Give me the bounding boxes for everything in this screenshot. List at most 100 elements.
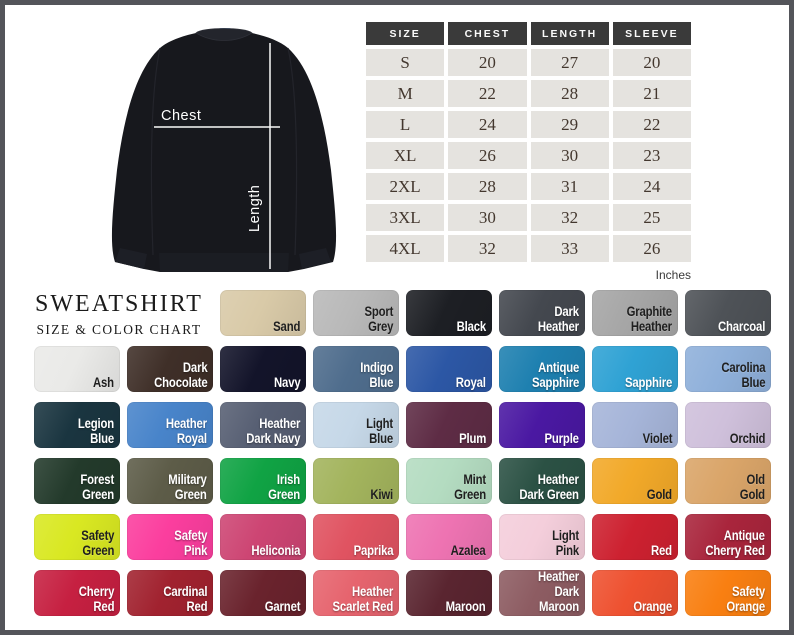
color-swatch-label: Heather Dark Navy xyxy=(246,415,300,446)
color-swatch-label: Graphite Heather xyxy=(626,303,672,334)
size-table-value-cell: 32 xyxy=(530,204,609,231)
color-swatch-ash: Ash xyxy=(34,346,120,392)
size-table-size-cell: XL xyxy=(366,142,445,169)
color-swatch-label: Sand xyxy=(272,318,300,334)
size-table-value-cell: 22 xyxy=(612,111,691,138)
left-cuff xyxy=(115,248,147,269)
color-swatch-label: Sport Grey xyxy=(364,303,393,334)
swatch-row: Sand Sport Grey Black Dark Heather Graphite … xyxy=(220,290,771,336)
color-swatch-safety-pink: Safety Pink xyxy=(127,514,213,560)
color-swatch-heliconia: Heliconia xyxy=(220,514,306,560)
color-swatch-label: Irish Green xyxy=(268,471,300,502)
color-swatch-label: Paprika xyxy=(353,542,393,558)
right-cuff xyxy=(299,248,331,269)
color-swatch-legion-blue: Legion Blue xyxy=(34,402,120,448)
color-swatch-grid: Sand Sport Grey Black Dark Heather Graphite … xyxy=(34,290,771,626)
color-swatch-label: Military Green xyxy=(168,471,208,502)
color-swatch-label: Garnet xyxy=(264,598,300,614)
color-swatch-sapphire: Sapphire xyxy=(592,346,678,392)
color-swatch-label: Purple xyxy=(544,430,579,446)
size-table-header-size: SIZE xyxy=(366,22,445,45)
size-table-value-cell: 22 xyxy=(448,80,527,107)
swatch-row: Cherry Red Cardinal Red Garnet Heather Scar… xyxy=(34,568,771,616)
color-swatch-cardinal-red: Cardinal Red xyxy=(127,570,213,616)
color-swatch-label: Light Pink xyxy=(552,527,579,558)
color-swatch-label: Antique Cherry Red xyxy=(705,527,766,558)
color-swatch-heather-dark-green: Heather Dark Green xyxy=(499,458,585,504)
color-swatch-label: Legion Blue xyxy=(77,415,114,446)
color-swatch-label: Maroon xyxy=(446,598,486,614)
size-table-value-cell: 23 xyxy=(612,142,691,169)
color-swatch-kiwi: Kiwi xyxy=(313,458,399,504)
color-swatch-label: Safety Pink xyxy=(173,527,207,558)
color-swatch-label: Light Blue xyxy=(366,415,393,446)
color-swatch-label: Heather Dark Green xyxy=(519,471,580,502)
size-table-value-cell: 28 xyxy=(448,173,527,200)
color-swatch-label: Gold xyxy=(646,486,672,502)
color-swatch-dark-heather: Dark Heather xyxy=(499,290,585,336)
color-swatch-black: Black xyxy=(406,290,492,336)
page-subtitle: SIZE & COLOR CHART xyxy=(36,322,202,337)
size-table-value-cell: 33 xyxy=(530,235,609,262)
left-sleeve-seam xyxy=(150,47,161,256)
unit-label: Inches xyxy=(655,268,691,282)
color-swatch-orchid: Orchid xyxy=(685,402,771,448)
color-swatch-label: Heather Scarlet Red xyxy=(332,583,393,614)
color-swatch-heather-dark-navy: Heather Dark Navy xyxy=(220,402,306,448)
swatch-row: Legion Blue Heather Royal Heather Dark Nav… xyxy=(34,402,771,448)
color-swatch-label: Sapphire xyxy=(624,374,672,390)
color-swatch-royal: Royal xyxy=(406,346,492,392)
color-swatch-charcoal: Charcoal xyxy=(685,290,771,336)
color-swatch-heather-royal: Heather Royal xyxy=(127,402,213,448)
color-swatch-navy: Navy xyxy=(220,346,306,392)
color-swatch-label: Forest Green xyxy=(80,471,114,502)
color-swatch-safety-green: Safety Green xyxy=(34,514,120,560)
waistband-rib xyxy=(159,253,289,272)
color-swatch-paprika: Paprika xyxy=(313,514,399,560)
color-swatch-label: Safety Green xyxy=(80,527,114,558)
color-swatch-sport-grey: Sport Grey xyxy=(313,290,399,336)
length-measure-label: Length xyxy=(247,185,263,232)
color-swatch-label: Safety Orange xyxy=(726,583,765,614)
color-swatch-carolina-blue: Carolina Blue xyxy=(685,346,771,392)
color-swatch-label: Charcoal xyxy=(717,318,765,334)
size-table: SIZE CHEST LENGTH SLEEVE S 20 27 20 M 22 28 21 L 24 29… xyxy=(366,22,691,262)
size-table-value-cell: 20 xyxy=(448,49,527,76)
right-sleeve-seam xyxy=(287,47,298,256)
color-swatch-label: Heather Dark Maroon xyxy=(537,568,579,614)
color-swatch-label: Violet xyxy=(642,430,672,446)
color-swatch-irish-green: Irish Green xyxy=(220,458,306,504)
size-table-header-sleeve: SLEEVE xyxy=(612,22,691,45)
color-swatch-label: Ash xyxy=(93,374,114,390)
size-table-value-cell: 21 xyxy=(612,80,691,107)
size-table-header-length: LENGTH xyxy=(530,22,609,45)
size-table-value-cell: 26 xyxy=(448,142,527,169)
size-table-value-cell: 26 xyxy=(612,235,691,262)
color-swatch-label: Red xyxy=(651,542,672,558)
size-table-value-cell: 31 xyxy=(530,173,609,200)
size-table-size-cell: 4XL xyxy=(366,235,445,262)
color-swatch-garnet: Garnet xyxy=(220,570,306,616)
color-swatch-label: Dark Heather xyxy=(537,303,579,334)
size-table-value-cell: 32 xyxy=(448,235,527,262)
color-swatch-antique-sapphire: Antique Sapphire xyxy=(499,346,585,392)
color-swatch-safety-orange: Safety Orange xyxy=(685,570,771,616)
color-swatch-label: Royal xyxy=(455,374,486,390)
size-table-value-cell: 20 xyxy=(612,49,691,76)
page-title: SWEATSHIRT xyxy=(35,291,203,317)
swatch-row: Safety Green Safety Pink Heliconia Paprika A… xyxy=(34,514,771,560)
color-swatch-label: Plum xyxy=(458,430,486,446)
size-table-value-cell: 28 xyxy=(530,80,609,107)
color-swatch-label: Azalea xyxy=(451,542,486,558)
swatch-row: Ash Dark Chocolate Navy Indigo Blue Royal Ant… xyxy=(34,346,771,392)
size-table-value-cell: 27 xyxy=(530,49,609,76)
color-swatch-gold: Gold xyxy=(592,458,678,504)
color-swatch-azalea: Azalea xyxy=(406,514,492,560)
color-swatch-military-green: Military Green xyxy=(127,458,213,504)
size-table-value-cell: 24 xyxy=(448,111,527,138)
color-swatch-heather-scarlet-red: Heather Scarlet Red xyxy=(313,570,399,616)
size-table-value-cell: 29 xyxy=(530,111,609,138)
color-swatch-label: Heliconia xyxy=(251,542,300,558)
color-swatch-antique-cherry-red: Antique Cherry Red xyxy=(685,514,771,560)
color-swatch-label: Dark Chocolate xyxy=(153,359,207,390)
